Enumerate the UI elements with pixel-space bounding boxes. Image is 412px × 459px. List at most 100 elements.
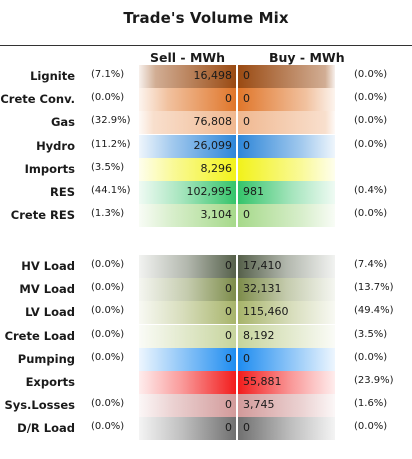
row-label: RES: [50, 185, 75, 199]
sell-value: 0: [225, 351, 232, 365]
row-label: HV Load: [21, 259, 75, 273]
buy-value: 0: [243, 138, 250, 152]
sell-bar: 0: [139, 301, 236, 325]
sell-value: 3,104: [200, 208, 233, 222]
buy-share-label: (0.0%): [354, 69, 388, 80]
table-row: Crete RES (1.3%) 3,104 0 (0.0%): [0, 204, 412, 228]
table-row: Sys.Losses (0.0%) 0 3,745 (1.6%): [0, 394, 412, 418]
sell-bar: [139, 371, 236, 394]
sell-share-label: (0.0%): [91, 282, 125, 294]
table-row: Lignite (7.1%) 16,498 0 (0.0%): [0, 65, 412, 88]
sell-value: 0: [225, 92, 232, 106]
table-row: Hydro (11.2%) 26,099 0 (0.0%): [0, 134, 412, 158]
buy-bar: 0: [238, 88, 335, 112]
sell-value: 0: [225, 421, 232, 435]
buy-bar: [238, 157, 335, 181]
sell-column-header: Sell - MWh: [150, 50, 226, 65]
row-label: Sys.Losses: [4, 398, 75, 413]
sell-value: 16,498: [193, 69, 233, 82]
row-label: Hydro: [36, 138, 75, 153]
buy-value: 0: [243, 92, 250, 106]
sell-share-label: (1.3%): [91, 208, 125, 220]
sell-share-label: (0.0%): [91, 421, 125, 433]
sell-value: 0: [225, 305, 232, 319]
sell-bar: 8,296: [139, 157, 236, 181]
sell-share-label: (7.1%): [91, 69, 125, 80]
buy-share-label: (0.0%): [354, 421, 388, 433]
sell-value: 0: [225, 398, 232, 412]
sell-bar: 102,995: [139, 181, 236, 204]
sell-bar: 0: [139, 394, 236, 418]
row-label: Crete Load: [4, 328, 75, 343]
buy-bar: 115,460: [238, 301, 335, 325]
buy-value: 3,745: [243, 398, 275, 412]
table-row: Crete Conv. (0.0%) 0 0 (0.0%): [0, 88, 412, 112]
buy-share-label: (0.0%): [354, 92, 388, 104]
row-label: Lignite: [30, 69, 75, 83]
sell-value: 76,808: [193, 115, 233, 129]
table-row: LV Load (0.0%) 0 115,460 (49.4%): [0, 301, 412, 325]
sell-bar: 0: [139, 278, 236, 302]
buy-value: 0: [243, 351, 250, 365]
buy-bar: 0: [238, 204, 335, 228]
table-row: MV Load (0.0%) 0 32,131 (13.7%): [0, 278, 412, 302]
buy-bar: 0: [238, 65, 335, 88]
buy-value: 115,460: [243, 305, 289, 319]
buy-share-label: (1.6%): [354, 398, 388, 410]
table-row: D/R Load (0.0%) 0 0 (0.0%): [0, 417, 412, 441]
sell-share-label: (0.0%): [91, 398, 125, 410]
sell-bar: 3,104: [139, 204, 236, 228]
row-label: Gas: [50, 115, 75, 130]
buy-bar: 32,131: [238, 278, 335, 302]
buy-share-label: (0.0%): [354, 138, 388, 150]
buy-value: 17,410: [243, 259, 282, 272]
buy-share-label: (3.5%): [354, 328, 388, 340]
buy-value: 32,131: [243, 282, 282, 296]
buy-bar: 0: [238, 134, 335, 158]
buy-bar: 3,745: [238, 394, 335, 418]
row-label: Crete Conv.: [0, 92, 75, 107]
sell-share-label: (0.0%): [91, 305, 125, 317]
sell-bar: 26,099: [139, 134, 236, 158]
sell-bar: 16,498: [139, 65, 236, 88]
sell-value: 0: [225, 282, 232, 296]
row-label: MV Load: [19, 282, 75, 297]
buy-column-header: Buy - MWh: [269, 50, 345, 65]
sell-share-label: (3.5%): [91, 161, 125, 173]
sell-bar: 76,808: [139, 111, 236, 135]
buy-share-label: (0.4%): [354, 185, 388, 196]
table-row: Pumping (0.0%) 0 0 (0.0%): [0, 347, 412, 371]
buy-share-label: (13.7%): [354, 282, 394, 294]
buy-bar: 0: [238, 347, 335, 371]
buy-share-label: (23.9%): [354, 375, 394, 386]
buy-value: 55,881: [243, 375, 282, 388]
sell-value: 26,099: [193, 138, 233, 152]
column-divider: [236, 65, 238, 449]
buy-share-label: (49.4%): [354, 305, 394, 317]
sell-value: 0: [225, 259, 232, 272]
buy-bar: 0: [238, 417, 335, 441]
sell-share-label: (0.0%): [91, 259, 125, 270]
sell-share-label: (11.2%): [91, 138, 131, 150]
buy-bar: 981: [238, 181, 335, 204]
buy-value: 0: [243, 208, 250, 222]
buy-bar: 55,881: [238, 371, 335, 394]
sell-share-label: (32.9%): [91, 115, 131, 127]
row-label: Crete RES: [10, 208, 75, 223]
table-row: Crete Load (0.0%) 0 8,192 (3.5%): [0, 324, 412, 348]
buy-share-label: (0.0%): [354, 115, 388, 127]
buy-value: 0: [243, 115, 250, 129]
sell-value: 8,296: [200, 161, 233, 175]
sell-share-label: (0.0%): [91, 328, 125, 340]
sell-bar: 0: [139, 255, 236, 278]
buy-value: 8,192: [243, 328, 275, 342]
buy-bar: 0: [238, 111, 335, 135]
chart-title: Trade's Volume Mix: [123, 9, 289, 27]
row-label: LV Load: [25, 305, 75, 320]
table-row: Imports (3.5%) 8,296: [0, 157, 412, 181]
sell-bar: 0: [139, 417, 236, 441]
table-row: RES (44.1%) 102,995 981 (0.4%): [0, 181, 412, 204]
buy-value: 0: [243, 69, 250, 82]
table-row: Gas (32.9%) 76,808 0 (0.0%): [0, 111, 412, 135]
header-rule: [0, 45, 412, 46]
